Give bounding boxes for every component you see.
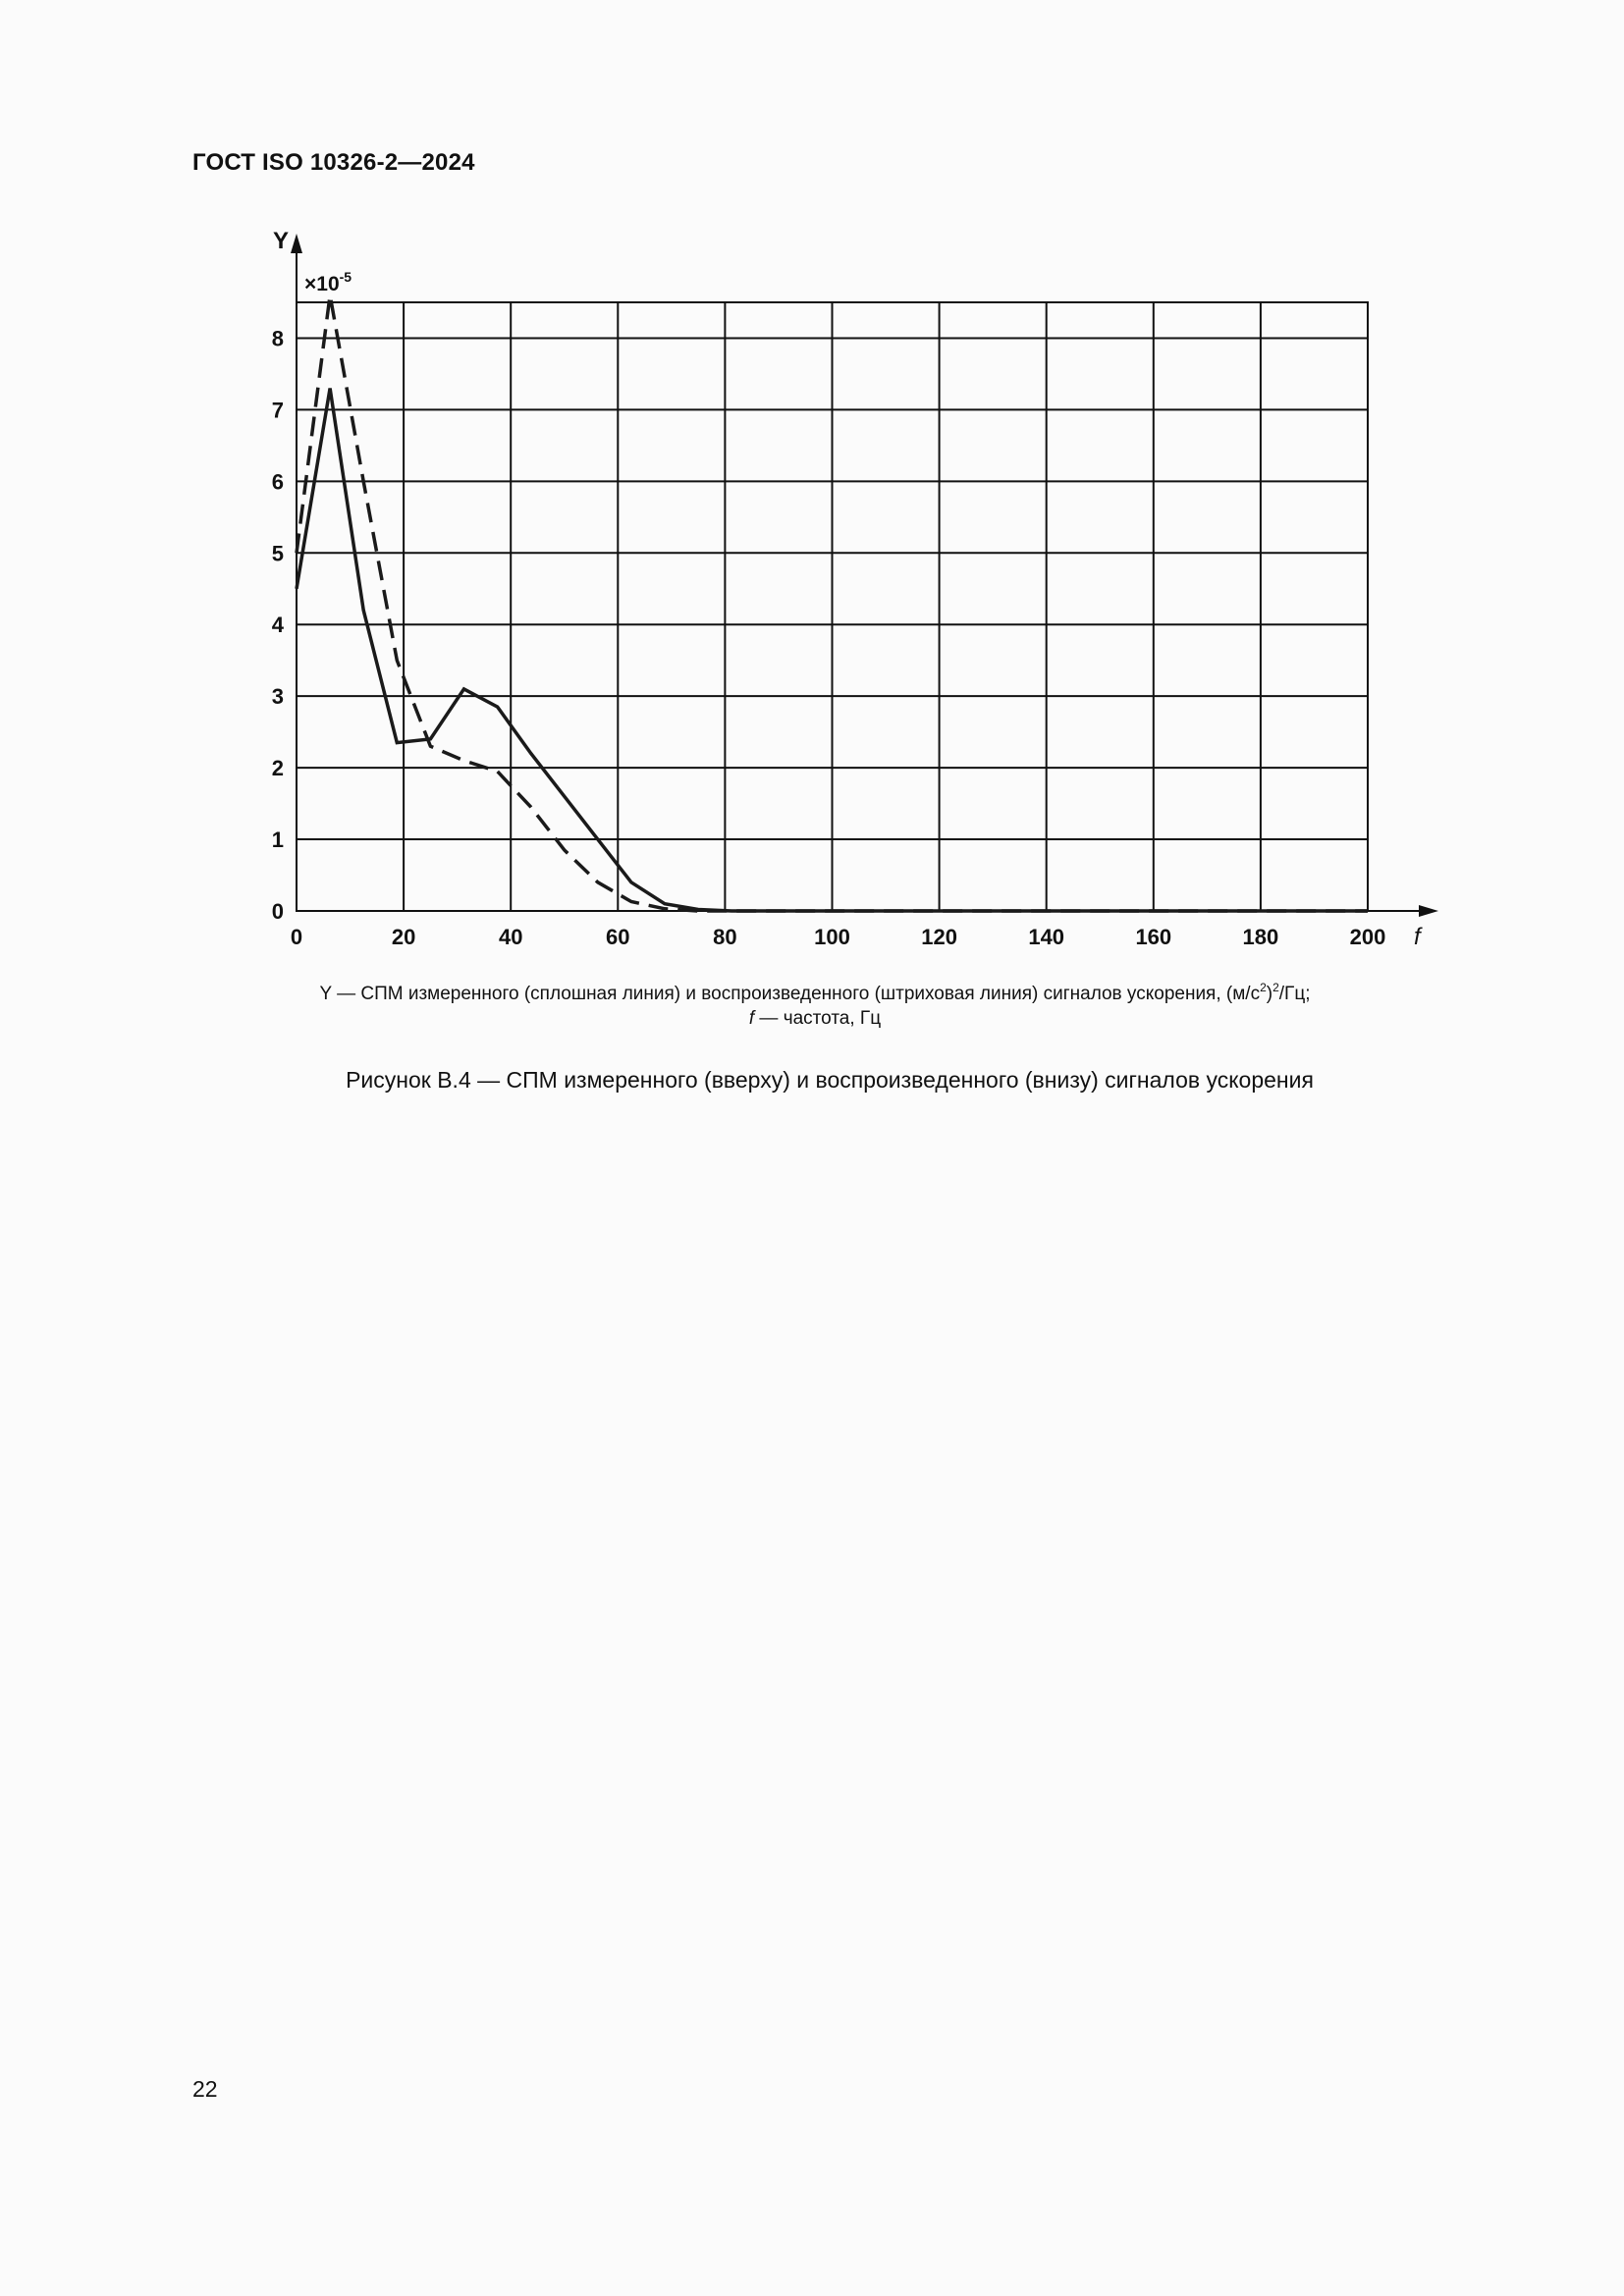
y-multiplier: ×10-5 — [304, 269, 352, 295]
x-tick-label: 120 — [921, 925, 957, 949]
legend-line-f: f — частота, Гц — [177, 1006, 1453, 1031]
x-tick-label: 160 — [1135, 925, 1171, 949]
y-tick-label: 8 — [272, 326, 284, 350]
y-axis-symbol: Y — [273, 228, 289, 254]
x-tick-label: 140 — [1028, 925, 1064, 949]
y-tick-label: 1 — [272, 828, 284, 852]
legend-y-mid: ) — [1266, 984, 1273, 1004]
legend-line-y: Y — СПМ измеренного (сплошная линия) и в… — [177, 982, 1453, 1006]
legend-y-prefix: Y — СПМ измеренного (сплошная линия) и в… — [319, 984, 1261, 1004]
y-tick-label: 6 — [272, 469, 284, 494]
y-tick-label: 0 — [272, 899, 284, 924]
legend-sup-1: 2 — [1260, 981, 1267, 994]
legend-f-text: — частота, Гц — [754, 1008, 882, 1029]
x-tick-label: 180 — [1243, 925, 1279, 949]
document-header: ГОСТ ISO 10326-2—2024 — [192, 149, 475, 176]
x-tick-label: 60 — [606, 925, 629, 949]
series-line-dashed — [295, 294, 1368, 913]
y-axis-arrow — [291, 234, 302, 253]
psd-line-chart: 0 20 40 60 80 100 120 140 160 180 200 0 1 2 3 4 5 6 7 8 Yf ×1… — [272, 228, 1438, 950]
page-number: 22 — [192, 2076, 218, 2102]
legend-y-suffix: /Гц; — [1278, 984, 1311, 1004]
x-tick-label: 0 — [291, 925, 302, 949]
legend-f-symbol: f — [748, 1008, 755, 1029]
x-tick-label: 200 — [1350, 925, 1386, 949]
x-tick-label: 40 — [499, 925, 522, 949]
x-tick-label: 80 — [713, 925, 736, 949]
x-axis-arrow — [1419, 905, 1438, 917]
x-tick-label: 20 — [392, 925, 415, 949]
y-tick-label: 2 — [272, 756, 284, 780]
y-tick-label: 7 — [272, 398, 284, 422]
y-tick-label: 4 — [272, 613, 285, 637]
figure-caption: Рисунок B.4 — СПМ измеренного (вверху) и… — [346, 1067, 1314, 1093]
y-tick-label: 5 — [272, 541, 284, 565]
legend-sup-2: 2 — [1272, 981, 1279, 994]
x-tick-label: 100 — [814, 925, 850, 949]
x-axis-symbol: f — [1414, 924, 1423, 950]
y-tick-label: 3 — [272, 684, 284, 709]
